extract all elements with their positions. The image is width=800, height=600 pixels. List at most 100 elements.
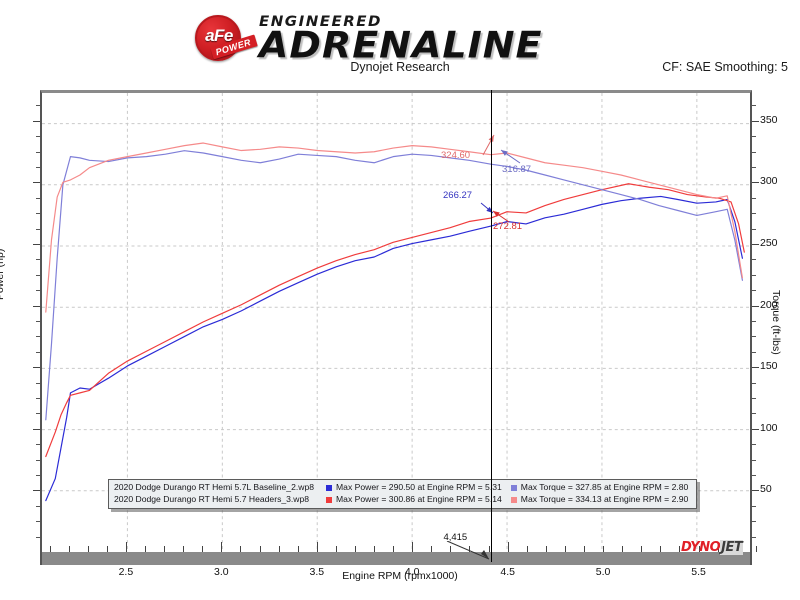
- axis-tick-mark: [622, 546, 624, 552]
- axis-tick-mark: [144, 546, 146, 552]
- axis-tick-mark: [33, 305, 40, 307]
- axis-tick-mark-minor: [752, 536, 756, 538]
- legend-max-power: Max Power = 290.50 at Engine RPM = 5.31: [326, 482, 511, 494]
- axis-tick-mark: [752, 367, 759, 369]
- axis-tick-mark: [297, 546, 299, 552]
- axis-tick-mark-minor: [752, 259, 756, 261]
- axis-tick-mark-minor: [36, 151, 40, 153]
- axis-tick-mark-minor: [752, 459, 756, 461]
- axis-tick-mark-minor: [36, 536, 40, 538]
- axis-tick-mark: [698, 546, 700, 552]
- y-tick-right: 100: [760, 421, 778, 434]
- x-tick: 3.0: [214, 566, 229, 578]
- title-block: ENGINEERED ADRENALINE: [259, 14, 543, 66]
- dynojet-logo-part2: JET: [720, 540, 744, 555]
- axis-tick-mark: [33, 244, 40, 245]
- axis-tick-mark-minor: [36, 444, 40, 446]
- axis-tick-mark: [564, 546, 566, 552]
- annotation-torque-blue: 316.87: [502, 164, 532, 175]
- axis-tick-mark: [259, 546, 261, 552]
- legend-row: 2020 Dodge Durango RT Hemi 5.7L Baseline…: [114, 482, 692, 494]
- cursor-rpm-label: 4,415: [443, 532, 468, 543]
- axis-tick-mark-minor: [752, 167, 756, 168]
- axis-tick-mark-minor: [36, 336, 40, 338]
- x-tick: 3.5: [309, 566, 325, 578]
- axis-tick-mark: [335, 546, 337, 552]
- axis-tick-mark-minor: [752, 336, 756, 338]
- axis-tick-mark-minor: [752, 398, 756, 399]
- axis-tick-mark: [125, 542, 127, 552]
- subtitle: Dynojet Research: [350, 60, 450, 74]
- axis-tick-mark: [393, 546, 395, 552]
- axis-tick-mark: [507, 542, 509, 552]
- axis-tick-mark: [106, 546, 108, 552]
- axis-tick-mark-minor: [36, 351, 40, 353]
- axis-tick-mark-minor: [36, 274, 40, 276]
- axis-tick-mark: [660, 546, 662, 552]
- axis-tick-mark: [488, 546, 490, 552]
- axis-tick-mark: [164, 546, 166, 552]
- dynojet-logo-part1: DYNO: [681, 540, 721, 555]
- axis-tick-mark: [752, 182, 759, 184]
- afe-power-logo-icon: aFe POWER: [193, 13, 258, 63]
- axis-tick-mark-minor: [752, 444, 756, 446]
- annotation-power-red: 272.81: [493, 221, 523, 232]
- axis-tick-mark-minor: [36, 382, 40, 384]
- axis-tick-mark-minor: [36, 398, 40, 399]
- axis-tick-mark: [469, 546, 471, 552]
- axis-tick-mark: [33, 490, 40, 492]
- axis-tick-mark-minor: [752, 321, 756, 322]
- cursor-arrow-icon: [447, 541, 490, 560]
- x-tick: 4.5: [500, 566, 515, 578]
- x-axis-title: Engine RPM (rpmx1000): [342, 570, 458, 582]
- cf-smoothing-note: CF: SAE Smoothing: 5: [662, 60, 788, 74]
- axis-tick-mark: [526, 546, 528, 552]
- axis-tick-mark-minor: [752, 151, 756, 153]
- axis-tick-mark-minor: [36, 105, 40, 107]
- axis-tick-mark: [755, 546, 757, 552]
- axis-tick-mark: [752, 428, 759, 430]
- axis-tick-mark: [752, 305, 759, 307]
- axis-tick-mark: [87, 546, 89, 552]
- axis-tick-mark: [450, 546, 452, 552]
- axis-tick-mark-minor: [752, 136, 756, 138]
- axis-tick-mark-minor: [36, 459, 40, 461]
- axis-tick-mark: [431, 546, 433, 552]
- axis-tick-mark: [240, 546, 242, 552]
- axis-tick-mark-minor: [36, 228, 40, 230]
- axis-tick-mark: [202, 546, 204, 552]
- axis-tick-mark-minor: [36, 167, 40, 168]
- legend-swatch-torque-icon: [510, 496, 517, 503]
- axis-tick-mark-minor: [36, 213, 40, 215]
- chart-plot-frame: [40, 90, 752, 552]
- legend-swatch-power-icon: [326, 485, 333, 491]
- axis-tick-mark-minor: [752, 105, 756, 107]
- axis-tick-mark: [354, 546, 356, 552]
- cursor-line[interactable]: [491, 90, 493, 562]
- axis-tick-mark-minor: [752, 274, 756, 276]
- axis-tick-mark: [183, 546, 185, 552]
- legend-file-name: 2020 Dodge Durango RT Hemi 5.7L Baseline…: [114, 482, 315, 492]
- axis-tick-mark-minor: [36, 197, 40, 199]
- x-tick: 2.5: [118, 566, 134, 578]
- axis-tick-mark: [49, 546, 51, 552]
- y-tick-right: 350: [760, 113, 778, 126]
- legend-max-torque: Max Torque = 327.85 at Engine RPM = 2.80: [510, 482, 693, 494]
- axis-tick-mark: [545, 546, 547, 552]
- legend-max-power: Max Power = 300.86 at Engine RPM = 5.14: [326, 494, 511, 506]
- title-adrenaline: ADRENALINE: [259, 23, 543, 66]
- axis-tick-mark: [752, 120, 759, 122]
- axis-tick-mark: [33, 182, 40, 184]
- axis-tick-mark-minor: [752, 413, 756, 415]
- axis-tick-mark: [221, 542, 223, 552]
- y-tick-right: 300: [760, 175, 778, 188]
- x-tick: 5.0: [595, 566, 611, 578]
- axis-tick-mark-minor: [752, 197, 756, 199]
- brand-header: aFe POWER ENGINEERED ADRENALINE: [193, 12, 543, 64]
- axis-tick-mark-minor: [36, 136, 40, 138]
- legend-max-torque: Max Torque = 334.13 at Engine RPM = 2.90: [510, 494, 693, 506]
- axis-tick-mark-minor: [752, 228, 756, 230]
- axis-tick-mark: [717, 546, 719, 552]
- axis-tick-mark-minor: [752, 290, 756, 292]
- axis-tick-mark-minor: [36, 259, 40, 261]
